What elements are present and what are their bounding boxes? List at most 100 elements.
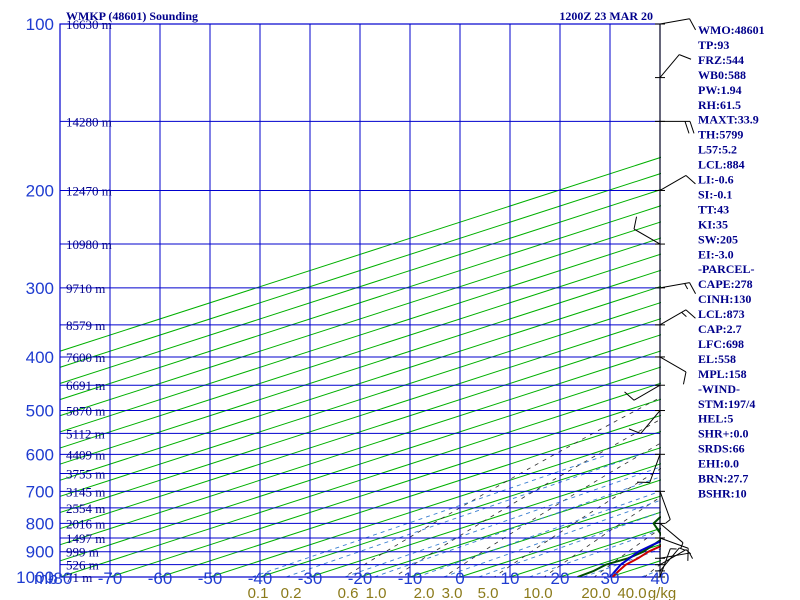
pressure-tick-label: 700 xyxy=(26,482,54,501)
temperature-tick-label: -20 xyxy=(348,569,373,588)
temperature-tick-label: 10 xyxy=(501,569,520,588)
height-labels: 16630 m 14280 m 12470 m 10980 m 9710 m 8579 m… xyxy=(66,17,112,585)
mixing-ratio-label: 40.0 xyxy=(617,585,646,600)
mixing-ratio-label: 5.0 xyxy=(478,585,499,600)
wind-barb-staff xyxy=(659,552,690,559)
index-line: WB0:588 xyxy=(698,68,746,82)
isotherm-line xyxy=(60,366,661,562)
height-label: 5870 m xyxy=(66,404,105,419)
isotherm-line xyxy=(60,156,661,352)
pressure-tick-label: 100 xyxy=(26,15,54,34)
height-label: 2016 m xyxy=(66,516,105,531)
dry-adiabat-lines xyxy=(343,24,800,589)
temperature-profile xyxy=(611,544,661,577)
dry-adiabat-line xyxy=(443,442,661,577)
height-label: 3755 m xyxy=(66,467,105,482)
wind-barb-staff xyxy=(659,54,680,78)
height-label: 6691 m xyxy=(66,378,105,393)
dry-adiabat-line xyxy=(393,418,661,577)
isotherm-line xyxy=(159,414,661,577)
index-line: CAPE:278 xyxy=(698,277,753,291)
index-line: MPL:158 xyxy=(698,367,747,381)
height-label: 1497 m xyxy=(66,531,105,546)
isotherm-line xyxy=(109,398,661,577)
index-line: LFC:698 xyxy=(698,337,744,351)
mixing-ratio-label: 10.0 xyxy=(523,585,552,600)
wind-barb-staff xyxy=(659,537,689,549)
temperature-tick-label: -30 xyxy=(298,569,323,588)
height-label: 3145 m xyxy=(66,484,105,499)
pressure-tick-label: 400 xyxy=(26,348,54,367)
index-line: STM:197/4 xyxy=(698,397,755,411)
isotherm-line xyxy=(60,172,661,368)
mixing-ratio-labels: 0.1 0.2 0.6 1.0 2.0 3.0 5.0 10.0 20.0 40.0 g/kg xyxy=(248,585,677,600)
isotherm-line xyxy=(60,221,661,417)
height-label: 10980 m xyxy=(66,237,112,252)
isotherm-line xyxy=(309,463,661,577)
wind-barb-flag xyxy=(689,121,695,134)
stability-indices-panel: WMO:48601TP:93FRZ:544WB0:588PW:1.94RH:61… xyxy=(698,23,765,500)
index-line: RH:61.5 xyxy=(698,98,741,112)
index-line: CINH:130 xyxy=(698,292,751,306)
pressure-tick-labels: 100 200 300 400 500 600 700 800 900 1000 xyxy=(16,15,54,587)
index-line: LI:-0.6 xyxy=(698,173,734,187)
wind-barb-half-flag xyxy=(689,552,693,559)
isotherm-line xyxy=(60,318,661,514)
wind-barb-staff xyxy=(659,18,690,25)
temperature-tick-label: 40 xyxy=(651,569,670,588)
dry-adiabat-line xyxy=(782,24,800,589)
index-line: EI:-3.0 xyxy=(698,247,734,261)
index-line: CAP:2.7 xyxy=(698,322,742,336)
index-line: EL:558 xyxy=(698,352,736,366)
wind-barb-flag xyxy=(689,282,697,294)
parcel-profile xyxy=(609,540,661,577)
isotherm-line xyxy=(60,382,661,577)
isotherm-line xyxy=(209,430,661,577)
wind-barb-half-flag xyxy=(679,547,686,551)
sounding-profiles xyxy=(577,516,661,577)
mixing-ratio-label: 2.0 xyxy=(414,585,435,600)
wind-barb-flag xyxy=(679,54,692,60)
dry-adiabat-line xyxy=(593,527,661,577)
index-line: L57:5.2 xyxy=(698,143,737,157)
wind-barb-flag xyxy=(685,309,696,319)
height-label: 999 m xyxy=(66,545,99,560)
index-line: -WIND- xyxy=(698,382,740,396)
temperature-tick-labels: mb-80 -70 -60 -50 -40 -30 -20 -10 0 10 20 30 40 xyxy=(34,569,669,588)
mixing-ratio-line xyxy=(529,529,661,577)
mixing-ratio-label: 3.0 xyxy=(442,585,463,600)
wind-barb-staff xyxy=(659,356,687,373)
isotherm-line xyxy=(60,285,661,481)
pressure-tick-label: 200 xyxy=(26,181,54,200)
wind-barb-staff xyxy=(659,491,671,520)
wind-barb-column xyxy=(624,18,697,578)
wind-barb-staff xyxy=(633,384,661,401)
temperature-tick-label: -70 xyxy=(98,569,123,588)
index-line: TP:93 xyxy=(698,38,729,52)
temperature-tick-label: -50 xyxy=(198,569,223,588)
index-line: PW:1.94 xyxy=(698,83,742,97)
pressure-tick-label: 500 xyxy=(26,402,54,421)
index-line: TT:43 xyxy=(698,202,729,216)
temperature-tick-label: 0 xyxy=(455,569,464,588)
mixing-ratio-label: 0.2 xyxy=(281,585,302,600)
isotherm-line xyxy=(60,334,661,530)
wind-barb-flag xyxy=(689,18,697,31)
station-title: WMKP (48601) Sounding xyxy=(66,9,198,23)
dry-adiabat-line xyxy=(343,396,661,577)
height-label: 526 m xyxy=(66,558,99,573)
mixing-ratio-line xyxy=(251,453,609,577)
height-label: 2554 m xyxy=(66,501,105,516)
index-line: SI:-0.1 xyxy=(698,187,732,201)
mixing-ratio-label: 0.1 xyxy=(248,585,269,600)
wind-barb-staff xyxy=(649,454,661,483)
height-label: 16630 m xyxy=(66,17,112,32)
wind-barb-half-flag xyxy=(664,519,671,524)
height-label: 4409 m xyxy=(66,447,105,462)
mixing-ratio-line xyxy=(478,511,661,577)
isotherm-line xyxy=(60,350,661,546)
wind-barb-flag xyxy=(682,371,687,385)
index-line: TH:5799 xyxy=(698,128,743,142)
height-label: 7600 m xyxy=(66,350,105,365)
